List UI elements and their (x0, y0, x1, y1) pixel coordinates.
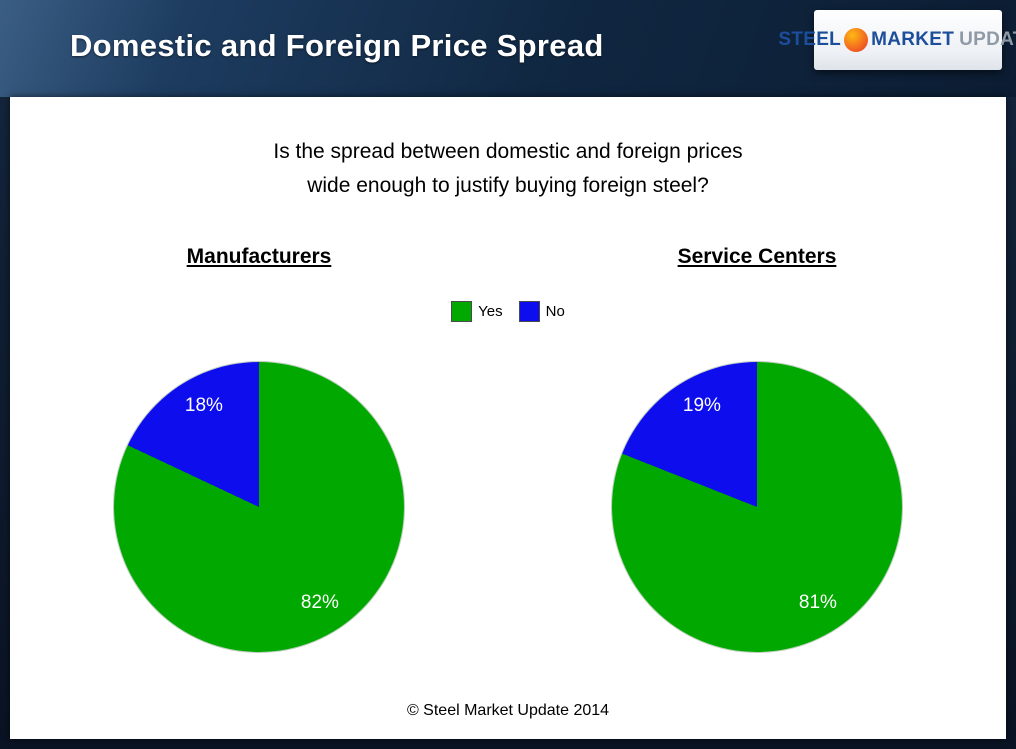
legend-no-label: No (545, 303, 565, 320)
pie-wrap-service-centers: 19% 81% (508, 362, 1006, 652)
page-title: Domestic and Foreign Price Spread (70, 27, 604, 63)
header: Domestic and Foreign Price Spread STEEL … (0, 0, 1016, 97)
pie-label-manufacturers-no: 18% (184, 394, 223, 416)
legend-no-swatch (518, 301, 540, 322)
logo-market-text: MARKET (871, 29, 955, 50)
smu-logo: STEEL MARKET UPDATE (778, 10, 1016, 70)
pie-label-manufacturers-yes: 82% (300, 591, 339, 613)
legend-yes-label: Yes (478, 303, 503, 320)
legend-yes-swatch (451, 301, 473, 322)
chart-title-service-centers: Service Centers (677, 245, 837, 268)
slide-content: Is the spread between domestic and forei… (10, 97, 1006, 739)
pie-label-service-centers-no: 19% (682, 394, 721, 416)
chart-title-manufacturers: Manufacturers (186, 245, 332, 268)
question-line1: Is the spread between domestic and forei… (273, 140, 743, 163)
pies-row: 18% 82% 19% 81% (10, 362, 1006, 652)
copyright: © Steel Market Update 2014 (406, 702, 610, 719)
pie-wrap-manufacturers: 18% 82% (10, 362, 508, 652)
logo-globe-icon (844, 28, 869, 52)
legend: Yes No (10, 301, 1006, 322)
pie-chart-service-centers: 19% 81% (612, 362, 902, 652)
logo-steel-text: STEEL (778, 29, 842, 50)
chart-titles-row: Manufacturers Service Centers (10, 245, 1006, 269)
logo-update-text: UPDATE (959, 29, 1016, 50)
question-text: Is the spread between domestic and forei… (10, 97, 1006, 203)
question-line2: wide enough to justify buying foreign st… (307, 174, 709, 197)
pie-label-service-centers-yes: 81% (798, 591, 837, 613)
pie-chart-manufacturers: 18% 82% (114, 362, 404, 652)
